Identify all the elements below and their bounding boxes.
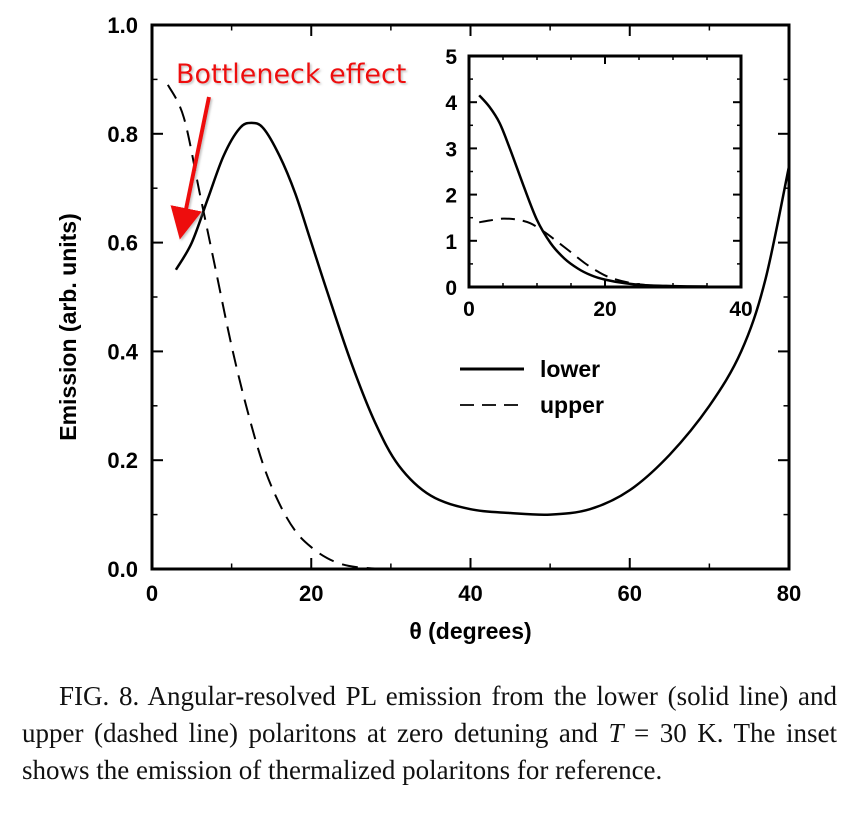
main-x-tick-label: 60	[618, 581, 642, 606]
main-y-tick-label: 0.6	[107, 231, 138, 256]
legend-label-upper: upper	[540, 392, 604, 418]
inset-background	[469, 56, 741, 287]
inset-series-upper-line	[479, 217, 674, 288]
figure-chart: 0 20 40 60 800.00.20.40.60.81.0 θ (degrees) …	[55, 13, 801, 644]
caption-text-1: Angular-resolved PL emission from the lo…	[22, 681, 837, 748]
main-y-tick-label: 0.8	[107, 122, 138, 147]
inset-y-tick-label: 2	[445, 185, 457, 208]
main-series-upper-line	[167, 84, 391, 570]
inset-y-tick-label: 0	[445, 277, 457, 300]
inset-x-tick-label: 40	[729, 298, 752, 321]
annotation-text: Bottleneck effect	[176, 59, 406, 90]
main-plot-frame	[150, 23, 791, 571]
y-axis-label: Emission (arb. units)	[55, 213, 81, 440]
inset-x-tick-label: 20	[593, 298, 616, 321]
inset-y-tick-label: 4	[445, 92, 457, 115]
x-axis-label: θ (degrees)	[409, 618, 531, 644]
main-tick-labels: 0 20 40 60 800.00.20.40.60.81.0	[107, 13, 801, 606]
main-x-tick-label: 20	[299, 581, 323, 606]
figure-caption: FIG. 8. Angular-resolved PL emission fro…	[22, 678, 837, 789]
inset-plot-frame	[467, 54, 743, 289]
main-x-tick-label: 80	[777, 581, 801, 606]
main-series	[167, 84, 791, 570]
main-y-tick-label: 0.2	[107, 448, 138, 473]
caption-temperature-symbol: T	[608, 718, 624, 748]
main-x-tick-label: 0	[146, 581, 158, 606]
inset-x-tick-label: 0	[463, 298, 475, 321]
main-y-tick-label: 1.0	[107, 13, 138, 38]
inset-y-tick-label: 5	[445, 46, 457, 69]
inset-y-tick-label: 3	[445, 138, 457, 161]
inset-series	[478, 94, 708, 288]
main-y-tick-label: 0.0	[107, 557, 138, 582]
annotation-arrow	[170, 96, 211, 240]
bottleneck-annotation: Bottleneck effect	[170, 59, 406, 240]
main-series-lower-line	[174, 121, 791, 516]
legend: lower upper	[460, 356, 604, 418]
main-x-tick-label: 40	[458, 581, 482, 606]
caption-text-2: = 30 K. The inset shows the emission of …	[22, 718, 837, 785]
inset-y-tick-label: 1	[445, 231, 457, 254]
main-y-tick-label: 0.4	[107, 339, 138, 364]
caption-fig-label: FIG. 8.	[59, 681, 140, 711]
inset-tick-labels: 0 20 40 0 1 2 3 4 5	[445, 46, 752, 321]
legend-label-lower: lower	[540, 356, 600, 382]
